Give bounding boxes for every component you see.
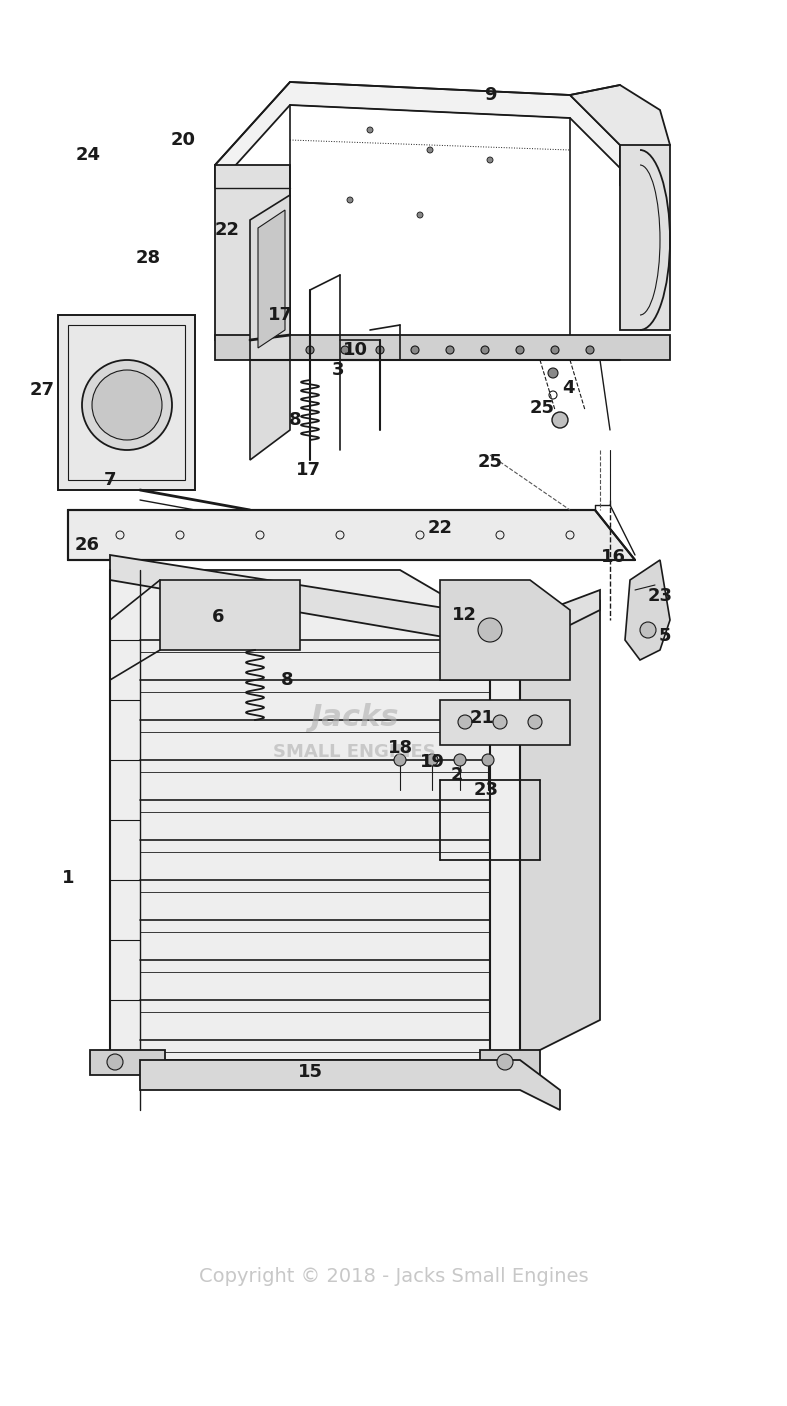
- Polygon shape: [160, 581, 300, 650]
- Polygon shape: [620, 145, 670, 330]
- Polygon shape: [258, 209, 285, 349]
- Text: Jacks: Jacks: [310, 703, 398, 731]
- Polygon shape: [68, 510, 635, 560]
- Text: 12: 12: [452, 606, 476, 624]
- Polygon shape: [440, 700, 570, 745]
- Polygon shape: [58, 315, 195, 491]
- Polygon shape: [215, 82, 620, 188]
- Text: 23: 23: [474, 780, 498, 799]
- Text: SMALL ENGINES: SMALL ENGINES: [273, 744, 435, 761]
- Polygon shape: [215, 335, 670, 360]
- Circle shape: [528, 716, 542, 728]
- Polygon shape: [90, 1050, 165, 1076]
- Text: 17: 17: [295, 461, 320, 479]
- Circle shape: [548, 368, 558, 378]
- Circle shape: [516, 346, 524, 354]
- Polygon shape: [110, 555, 600, 650]
- Polygon shape: [440, 581, 570, 681]
- Circle shape: [394, 754, 406, 766]
- Text: 27: 27: [29, 381, 54, 399]
- Polygon shape: [625, 560, 670, 659]
- Circle shape: [426, 754, 438, 766]
- Text: 20: 20: [171, 131, 195, 149]
- Text: 6: 6: [212, 607, 224, 626]
- Text: 25: 25: [530, 399, 555, 418]
- Circle shape: [586, 346, 594, 354]
- Circle shape: [493, 716, 507, 728]
- Polygon shape: [480, 1050, 540, 1076]
- Polygon shape: [110, 569, 520, 1060]
- Circle shape: [427, 148, 433, 153]
- Circle shape: [487, 157, 493, 163]
- Text: 8: 8: [289, 411, 301, 429]
- Text: 10: 10: [342, 342, 368, 359]
- Text: 15: 15: [297, 1063, 323, 1081]
- Text: 17: 17: [268, 307, 293, 323]
- Text: 28: 28: [135, 249, 161, 267]
- Circle shape: [552, 412, 568, 427]
- Text: 1: 1: [61, 869, 74, 887]
- Circle shape: [640, 621, 656, 638]
- Circle shape: [367, 127, 373, 134]
- Text: 7: 7: [104, 471, 116, 489]
- Text: 23: 23: [648, 586, 673, 605]
- Text: 24: 24: [76, 146, 101, 165]
- Text: 21: 21: [470, 709, 494, 727]
- Text: 22: 22: [215, 221, 239, 239]
- Polygon shape: [570, 84, 670, 186]
- Circle shape: [478, 619, 502, 643]
- Text: 26: 26: [75, 536, 99, 554]
- Text: Copyright © 2018 - Jacks Small Engines: Copyright © 2018 - Jacks Small Engines: [198, 1267, 589, 1285]
- Circle shape: [497, 1054, 513, 1070]
- Circle shape: [417, 212, 423, 218]
- Text: 5: 5: [659, 627, 671, 645]
- Text: 9: 9: [484, 86, 497, 104]
- Circle shape: [481, 346, 489, 354]
- Circle shape: [306, 346, 314, 354]
- Polygon shape: [140, 1060, 560, 1109]
- Text: 3: 3: [332, 361, 344, 380]
- Polygon shape: [520, 600, 600, 1060]
- Text: 8: 8: [281, 671, 294, 689]
- Circle shape: [482, 754, 494, 766]
- Circle shape: [347, 197, 353, 202]
- Text: 18: 18: [387, 740, 412, 756]
- Text: 19: 19: [419, 754, 445, 770]
- Circle shape: [551, 346, 559, 354]
- Circle shape: [454, 754, 466, 766]
- Polygon shape: [250, 195, 290, 460]
- Circle shape: [107, 1054, 123, 1070]
- Circle shape: [92, 370, 162, 440]
- Circle shape: [376, 346, 384, 354]
- Circle shape: [446, 346, 454, 354]
- Circle shape: [341, 346, 349, 354]
- Text: 16: 16: [600, 548, 626, 567]
- Text: 22: 22: [427, 519, 453, 537]
- Circle shape: [411, 346, 419, 354]
- Text: 4: 4: [562, 380, 575, 396]
- Polygon shape: [215, 165, 290, 340]
- Circle shape: [82, 360, 172, 450]
- Text: 2: 2: [451, 766, 464, 785]
- Text: 25: 25: [478, 453, 503, 471]
- Circle shape: [458, 716, 472, 728]
